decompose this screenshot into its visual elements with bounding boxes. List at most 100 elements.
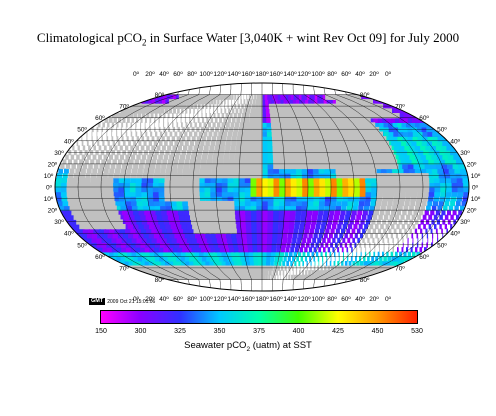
pco2-cell [421,242,424,248]
land-cell [241,103,244,109]
pco2-cell [266,117,272,123]
pco2-cell [231,237,239,243]
pco2-cell [385,140,395,146]
pco2-cell [415,154,424,160]
land-cell [128,140,131,146]
pco2-cell [445,177,453,183]
land-cell [243,274,250,280]
pco2-cell [97,233,108,239]
land-cell [234,270,241,276]
pco2-cell [359,261,364,267]
land-cell [144,163,150,170]
land-cell [241,113,246,119]
pco2-cell [237,242,244,248]
pco2-cell [136,177,142,183]
pco2-cell [407,242,409,248]
land-cell [360,154,368,160]
land-cell [200,163,206,170]
land-cell [181,136,186,142]
land-cell [210,99,214,105]
land-cell [323,159,330,165]
land-cell [359,242,362,248]
land-cell [289,122,296,128]
pco2-cell [162,214,170,220]
land-cell [167,159,173,165]
land-cell [214,145,220,151]
pco2-cell [181,251,190,257]
land-cell [164,191,171,197]
land-cell [210,126,214,133]
land-cell [383,214,389,220]
land-cell [211,163,218,170]
pco2-cell [296,177,303,183]
land-cell [101,177,108,183]
land-cell [251,270,257,276]
longitude-label-bottom: 40º [159,296,169,303]
pco2-cell [447,154,457,160]
land-cell [239,173,246,179]
pco2-cell [334,210,341,216]
land-cell [218,219,225,225]
pco2-cell [262,131,268,137]
land-cell [96,200,105,207]
land-cell [268,274,271,280]
pco2-cell [396,163,404,170]
land-cell [350,159,358,165]
land-cell [143,140,147,146]
longitude-label-bottom: 180º [255,296,269,303]
pco2-cell [318,233,323,239]
land-cell [212,154,219,160]
pco2-cell [267,177,275,183]
pco2-cell [227,191,234,197]
land-cell [415,219,419,225]
land-cell [416,177,424,183]
land-cell [367,136,376,142]
pco2-cell [341,200,348,207]
land-cell [296,274,300,280]
land-cell [256,173,263,179]
land-cell [180,117,182,123]
land-cell [278,154,285,160]
land-cell [189,210,197,216]
land-cell [109,117,113,123]
pco2-cell [279,205,285,211]
land-cell [130,145,134,151]
land-cell [231,140,237,146]
land-cell [316,154,324,160]
land-cell [337,150,345,156]
pco2-cell [347,200,354,207]
land-cell [92,205,100,211]
land-cell [78,187,85,193]
pco2-cell [431,205,437,211]
land-cell [112,140,115,146]
pco2-cell [55,187,62,193]
land-cell [206,117,209,123]
land-cell [206,159,213,165]
land-cell [390,163,399,170]
land-cell [351,265,357,271]
pco2-cell [241,237,248,243]
pco2-cell [215,247,223,253]
pco2-cell [311,214,318,220]
pco2-cell [323,233,328,239]
pco2-cell [127,224,137,230]
pco2-cell [177,210,185,216]
pco2-cell [204,196,212,202]
pco2-cell [346,228,351,234]
longitude-line [215,83,242,291]
pco2-cell [391,256,396,262]
pco2-cell [265,99,270,105]
pco2-cell [423,150,432,156]
land-cell [228,205,235,211]
pco2-cell [141,191,149,197]
longitude-label-bottom: 140º [283,296,297,303]
pco2-cell [217,261,225,267]
land-cell [345,159,353,165]
pco2-cell [290,205,297,211]
land-cell [136,136,139,142]
land-cell [245,168,252,174]
pco2-cell [286,242,291,248]
pco2-cell [147,187,154,193]
colorbar-tick-label: 300 [134,328,147,335]
pco2-cell [450,150,460,156]
